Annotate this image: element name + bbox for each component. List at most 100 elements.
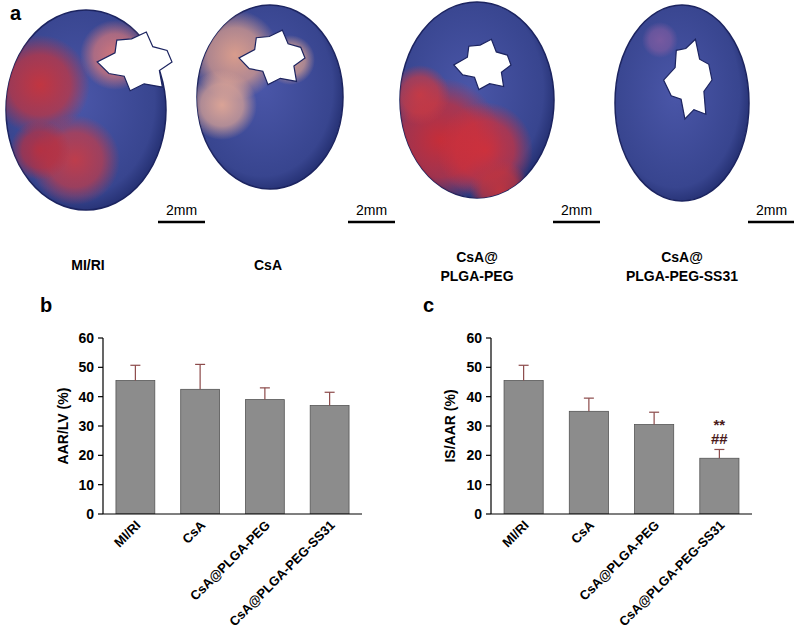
lumen xyxy=(664,39,712,119)
y-tick-label: 30 xyxy=(466,418,482,434)
y-tick xyxy=(98,396,103,397)
y-tick-label: 40 xyxy=(466,389,482,405)
y-tick xyxy=(98,513,103,514)
bar xyxy=(310,405,349,514)
error-bar xyxy=(584,398,594,411)
panel-letter: c xyxy=(423,294,434,316)
heart-section xyxy=(378,2,554,220)
lumen xyxy=(97,32,172,91)
error-cap xyxy=(130,365,140,366)
image-label: CsA@ xyxy=(456,249,498,265)
stain-patch xyxy=(470,160,530,220)
error-stem xyxy=(588,398,589,411)
error-cap xyxy=(325,392,335,393)
scale-label: 2mm xyxy=(356,202,387,218)
heart-section xyxy=(187,5,343,189)
error-bar xyxy=(260,388,270,400)
lumen xyxy=(239,30,305,85)
y-tick-label: 40 xyxy=(78,389,94,405)
bar xyxy=(181,389,220,514)
error-stem xyxy=(719,449,720,458)
error-bar xyxy=(649,412,659,424)
y-tick-label: 50 xyxy=(466,359,482,375)
image-label: PLGA-PEG xyxy=(440,268,513,284)
error-stem xyxy=(654,412,655,424)
bars xyxy=(116,364,349,514)
y-tick-label: 0 xyxy=(86,506,94,522)
x-axis xyxy=(491,513,752,514)
scale-label: 2mm xyxy=(166,202,197,218)
stain-group xyxy=(187,10,315,140)
error-cap xyxy=(260,387,270,388)
error-bar xyxy=(714,449,724,458)
y-tick-label: 10 xyxy=(78,477,94,493)
y-tick-label: 60 xyxy=(78,330,94,346)
image-label: CsA@ xyxy=(661,249,703,265)
stain-group xyxy=(378,65,533,220)
bar xyxy=(700,458,739,514)
y-tick xyxy=(98,484,103,485)
bar-chart: b0102030405060AAR/LV (%)MI/RICsACsA@PLGA… xyxy=(40,294,362,629)
error-bar xyxy=(325,392,335,405)
y-tick-label: 30 xyxy=(78,418,94,434)
scale-bar xyxy=(748,221,794,224)
error-stem xyxy=(329,392,330,405)
y-tick xyxy=(486,425,491,426)
bar xyxy=(116,381,155,514)
y-tick-label: 60 xyxy=(466,330,482,346)
heart-section xyxy=(0,10,172,210)
y-tick xyxy=(486,337,491,338)
y-tick xyxy=(98,455,103,456)
y-tick-label: 20 xyxy=(78,447,94,463)
stain-patch xyxy=(642,22,678,58)
x-tick-label: CsA@PLGA-PEG-SS31 xyxy=(226,518,338,630)
x-axis xyxy=(103,513,362,514)
y-tick xyxy=(98,425,103,426)
page: {"panel_a": {"label": "a", "images": [ {… xyxy=(0,0,795,641)
y-tick-label: 20 xyxy=(466,447,482,463)
error-bar xyxy=(195,364,205,389)
significance-mark: ** xyxy=(714,416,726,433)
y-tick xyxy=(486,484,491,485)
x-tick-label: CsA@PLGA-PEG-SS31 xyxy=(616,518,728,630)
scale-bar xyxy=(158,221,205,224)
scale-label: 2mm xyxy=(756,202,787,218)
y-tick xyxy=(486,455,491,456)
stain-patch xyxy=(187,70,257,140)
bar xyxy=(569,411,608,514)
stain-group xyxy=(642,22,678,58)
bars xyxy=(504,365,739,514)
error-bar xyxy=(130,365,140,380)
x-tick-label: CsA xyxy=(179,517,208,546)
error-cap xyxy=(195,364,205,365)
bar-chart: c0102030405060IS/AAR (%)MI/RICsACsA@PLGA… xyxy=(423,294,752,629)
error-stem xyxy=(523,365,524,380)
y-tick-label: 0 xyxy=(474,506,482,522)
y-tick xyxy=(98,337,103,338)
error-cap xyxy=(584,398,594,399)
error-stem xyxy=(135,365,136,380)
bar xyxy=(504,381,543,514)
image-label: PLGA-PEG-SS31 xyxy=(626,268,738,284)
heart-section xyxy=(615,5,749,201)
error-cap xyxy=(519,365,529,366)
y-tick-label: 50 xyxy=(78,359,94,375)
error-bar xyxy=(519,365,529,380)
scale-label: 2mm xyxy=(561,202,592,218)
scale-bar xyxy=(348,221,395,224)
error-cap xyxy=(714,449,724,450)
figure: a2mmMI/RI2mmCsA2mmCsA@PLGA-PEG2mmCsA@PLG… xyxy=(0,0,795,641)
stain-patch xyxy=(10,120,70,180)
heart-tissue xyxy=(615,5,749,201)
panel-letter: a xyxy=(10,2,22,24)
x-tick-label: CsA xyxy=(568,517,597,546)
x-tick-label: MI/RI xyxy=(111,518,144,551)
image-label: MI/RI xyxy=(71,257,104,273)
bar xyxy=(635,425,674,514)
y-tick xyxy=(486,513,491,514)
error-stem xyxy=(200,364,201,389)
bar xyxy=(245,400,284,514)
lumen xyxy=(454,39,511,89)
stain-patch xyxy=(390,65,450,125)
error-stem xyxy=(264,388,265,400)
